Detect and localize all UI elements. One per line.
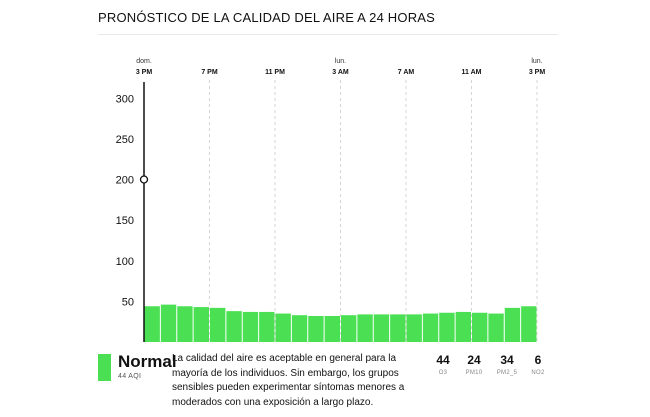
x-tick-day-label: lun. [531,58,542,65]
pollutant-name: PM2_5 [496,370,518,376]
aqi-description: La calidad del aire es aceptable en gene… [172,353,405,408]
x-tick-time-label: 11 PM [265,69,285,76]
pollutant-value: 34 [500,353,514,367]
x-tick-time-label: 7 AM [398,69,415,76]
bar [406,314,422,342]
bar [373,314,390,342]
bar [144,306,160,342]
pollutant-pm2-5: 34 PM2_5 [492,353,522,376]
page-title: PRONÓSTICO DE LA CALIDAD DEL AIRE A 24 H… [98,10,436,25]
bar [193,307,209,342]
bar [488,313,504,342]
bar [242,311,259,342]
bar [504,307,521,342]
bar [160,304,177,342]
pollutant-o3: 44 O3 [431,353,455,376]
pollutant-value: 44 [436,353,450,367]
bar [259,311,275,342]
pollutant-value: 6 [534,353,542,367]
y-tick-label: 250 [116,134,134,146]
bar [226,311,242,342]
y-tick-label: 100 [116,256,134,268]
bar [341,315,357,342]
pollutant-name: O3 [438,370,448,376]
aqi-level-label: Normal [118,352,177,371]
y-tick-label: 50 [122,296,134,308]
bar [439,312,455,342]
x-tick-time-label: 3 PM [136,69,153,76]
current-value-marker [139,175,149,184]
pollutant-name: PM10 [465,370,483,376]
bar [390,314,406,342]
bar [422,313,439,342]
pollutant-value: 24 [467,353,481,367]
x-tick-time-label: 3 AM [332,69,349,76]
x-tick-day-label: dom. [136,58,152,65]
bar [472,312,488,342]
title-divider [98,34,558,35]
bar [455,311,471,342]
bar [275,313,291,342]
bar [308,316,324,342]
level-swatch [98,354,111,381]
aqi-legend: Normal 44 AQI La calidad del aire es ace… [98,352,558,412]
bar [521,306,537,342]
pollutant-pm10: 24 PM10 [459,353,489,376]
aqi-value-label: 44 AQI [118,373,142,380]
x-tick-day-label: lun. [335,58,346,65]
bar [291,315,308,342]
x-tick-time-label: 7 PM [201,69,218,76]
bar [357,314,373,342]
y-tick-label: 300 [116,93,134,105]
bar [177,306,193,342]
x-tick-time-label: 3 PM [529,69,546,76]
y-tick-label: 200 [116,175,134,187]
bar [324,316,340,342]
bar [210,307,226,342]
x-tick-time-label: 11 AM [462,69,482,76]
pollutant-no2: 6 NO2 [526,353,550,376]
y-tick-label: 150 [116,215,134,227]
pollutant-name: NO2 [531,370,545,376]
